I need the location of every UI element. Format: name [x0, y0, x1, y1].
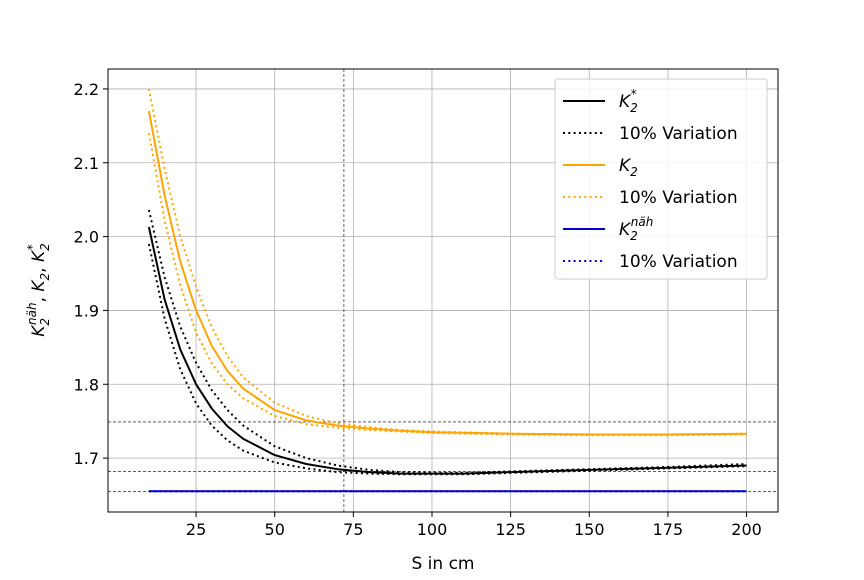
series-line-4	[147, 88, 747, 436]
y-label-sup-3: *	[25, 244, 39, 250]
y-tick-label: 1.7	[74, 449, 99, 468]
legend-box	[554, 78, 768, 280]
y-tick-label: 2.1	[74, 154, 99, 173]
y-axis-label: K2näh, K2, K2*	[25, 243, 52, 337]
legend-label-3: 10% Variation	[619, 188, 738, 208]
y-label-k-near: K	[29, 324, 49, 337]
y-tick-label: 2.2	[74, 80, 99, 99]
y-label-sub-3: 2	[38, 243, 52, 251]
series	[147, 88, 747, 493]
legend-label-0: K2*	[619, 87, 638, 115]
legend-label-2: K2	[619, 156, 638, 179]
legend-label-4: K2näh	[619, 215, 653, 243]
y-tick-label: 1.8	[74, 375, 99, 394]
y-label-k-star: K	[29, 249, 49, 262]
legend-label-5: 10% Variation	[619, 252, 738, 272]
y-label-sup-1: näh	[25, 302, 39, 325]
legend-label-1: 10% Variation	[619, 124, 738, 144]
x-tick-label: 200	[731, 520, 762, 539]
series-line-1	[147, 209, 747, 474]
legend: K2* 10% Variation K2 10% Variation K2näh 10% …	[554, 78, 768, 280]
x-axis-label: S in cm	[411, 554, 474, 574]
series-line-0	[147, 226, 747, 475]
y-label-sub-2: 2	[38, 273, 52, 281]
y-label-k: K	[29, 279, 49, 292]
series-line-3	[147, 110, 747, 436]
x-tick-label: 175	[653, 520, 684, 539]
x-tick-label: 150	[574, 520, 605, 539]
plot-frame	[107, 68, 779, 513]
series-line-2	[147, 243, 747, 476]
ticks: 25 50 75 100 125 150 175 200 1.7 1.8 1.9 2.0 2.1 2.2	[74, 80, 762, 539]
x-tick-label: 100	[417, 520, 448, 539]
series-line-5	[147, 133, 747, 437]
y-tick-label: 2.0	[74, 228, 99, 247]
x-tick-label: 125	[495, 520, 526, 539]
y-label-sub-1: 2	[38, 318, 52, 326]
y-tick-label: 1.9	[74, 301, 99, 320]
x-tick-label: 25	[186, 520, 206, 539]
x-tick-label: 50	[265, 520, 285, 539]
x-tick-label: 75	[343, 520, 363, 539]
